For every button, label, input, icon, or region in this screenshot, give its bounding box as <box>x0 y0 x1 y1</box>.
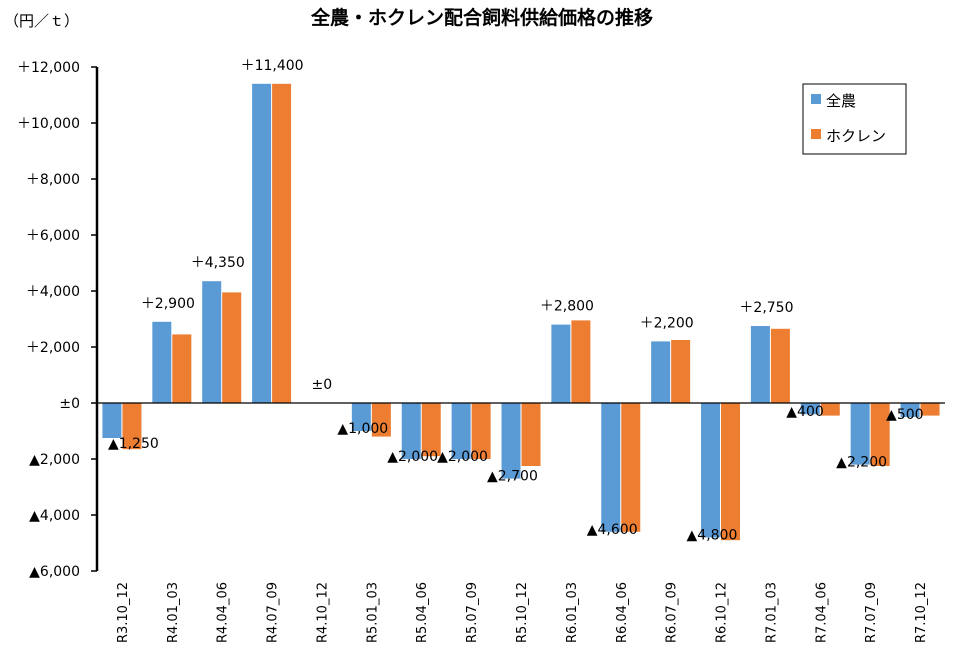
y-tick-label: ＋8,000 <box>26 172 80 188</box>
bar-hokuren <box>571 320 591 403</box>
bar-hokuren <box>272 83 292 404</box>
data-label: ▲2,700 <box>487 469 538 485</box>
bars <box>102 83 940 541</box>
bar-zennoh <box>651 341 671 403</box>
bar-zennoh <box>900 403 920 417</box>
x-tick-label: R4.01_03 <box>166 582 181 643</box>
data-label: ＋2,200 <box>640 315 694 331</box>
y-tick-label: ±0 <box>59 396 80 412</box>
bar-zennoh <box>800 403 820 415</box>
bar-hokuren <box>820 403 840 416</box>
bar-zennoh <box>252 83 272 404</box>
data-label: ±0 <box>311 377 332 393</box>
x-tick-label: R3.10_12 <box>116 582 131 643</box>
legend: 全農 ホクレン <box>802 83 907 155</box>
bar-hokuren <box>521 403 541 466</box>
legend-label-hokuren: ホクレン <box>826 127 886 145</box>
x-tick-label: R5.10_12 <box>515 582 530 643</box>
y-axis-unit-label: （円／ｔ） <box>4 12 79 30</box>
x-tick-label: R6.01_03 <box>565 582 580 643</box>
x-tick-label: R7.04_06 <box>814 582 829 643</box>
y-axis: ＋12,000 ＋10,000 ＋8,000 ＋6,000 ＋4,000 ＋2,000 ±0… <box>17 60 97 580</box>
bar-zennoh <box>202 281 222 403</box>
data-label: ＋2,900 <box>141 296 195 312</box>
bar-hokuren <box>671 340 691 403</box>
bar-zennoh <box>102 403 122 438</box>
bar-zennoh <box>152 321 172 403</box>
x-tick-label: R5.04_06 <box>415 582 430 643</box>
data-labels: ▲1,250＋2,900＋4,350＋11,400±0▲1,000▲2,000 ▲… <box>108 58 924 544</box>
x-tick-label: R7.01_03 <box>764 582 779 643</box>
bar-hokuren <box>371 403 391 437</box>
bar-hokuren <box>920 403 940 416</box>
x-tick-label: R7.10_12 <box>914 582 929 643</box>
x-tick-label: R6.04_06 <box>615 582 630 643</box>
bar-zennoh <box>351 403 371 431</box>
bar-zennoh <box>551 324 571 403</box>
y-tick-label: ＋2,000 <box>26 340 80 356</box>
legend-swatch-hokuren <box>811 129 821 139</box>
data-label: ＋2,800 <box>540 299 594 315</box>
data-label: ▲4,600 <box>587 522 638 538</box>
data-label: ▲1,000 <box>337 421 388 437</box>
bar-hokuren <box>421 403 441 457</box>
bar-hokuren <box>721 403 741 541</box>
x-tick-label: R6.07_09 <box>665 582 680 643</box>
bar-hokuren <box>122 403 142 450</box>
y-tick-label: ▲2,000 <box>29 452 80 468</box>
bar-zennoh <box>750 326 770 403</box>
bar-hokuren <box>770 328 790 403</box>
y-tick-label: ＋10,000 <box>17 116 80 132</box>
data-label: ＋11,400 <box>241 58 304 74</box>
x-tick-label: R5.07_09 <box>465 582 480 643</box>
data-label: ＋4,350 <box>191 255 245 271</box>
x-tick-label: R4.10_12 <box>315 582 330 643</box>
data-label: ▲400 <box>786 404 824 420</box>
bar-hokuren <box>222 292 242 403</box>
data-label: ＋2,750 <box>739 300 793 316</box>
y-tick-label: ▲6,000 <box>29 564 80 580</box>
bar-zennoh <box>451 403 471 459</box>
x-tick-label: R6.10_12 <box>715 582 730 643</box>
data-label: ▲2,000 <box>387 449 438 465</box>
x-tick-label: R7.07_09 <box>864 582 879 643</box>
data-label: ▲2,200 <box>836 455 887 471</box>
y-tick-label: ＋6,000 <box>26 228 80 244</box>
bar-zennoh <box>701 403 721 538</box>
y-tick-label: ▲4,000 <box>29 508 80 524</box>
bar-hokuren <box>621 403 641 532</box>
data-label: ▲1,250 <box>108 436 159 452</box>
y-tick-label: ＋4,000 <box>26 284 80 300</box>
y-tick-label: ＋12,000 <box>17 60 80 76</box>
data-label: ▲500 <box>886 407 924 423</box>
data-label: ▲4,800 <box>687 527 738 543</box>
x-tick-label: R4.04_06 <box>216 582 231 643</box>
legend-label-zennoh: 全農 <box>826 92 856 110</box>
chart-title: 全農・ホクレン配合飼料供給価格の推移 <box>310 6 653 29</box>
bar-zennoh <box>401 403 421 459</box>
bar-hokuren <box>870 403 890 466</box>
x-tick-label: R5.01_03 <box>365 582 380 643</box>
bar-hokuren <box>172 334 192 403</box>
bar-hokuren <box>471 403 491 459</box>
x-tick-label: R4.07_09 <box>266 582 281 643</box>
legend-swatch-zennoh <box>811 94 821 104</box>
bar-zennoh <box>501 403 521 479</box>
bar-zennoh <box>601 403 621 532</box>
x-axis: R3.10_12 R4.01_03 R4.04_06 R4.07_09 R4.10_12… <box>116 582 929 643</box>
data-label: ▲2,000 <box>437 449 488 465</box>
bar-zennoh <box>850 403 870 465</box>
